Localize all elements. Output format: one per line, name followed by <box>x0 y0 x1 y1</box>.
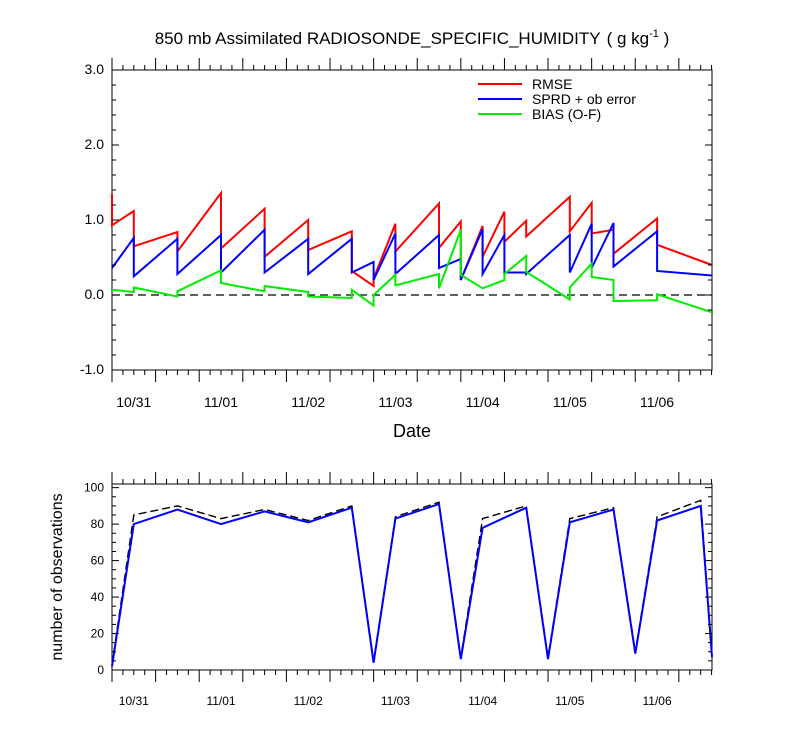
y-tick-label: 80 <box>91 517 105 531</box>
chart-title: 850 mb Assimilated RADIOSONDE_SPECIFIC_H… <box>155 28 670 48</box>
y-tick-label: 100 <box>84 481 104 495</box>
bottom-series-group <box>111 499 713 667</box>
x-tick-label: 11/02 <box>291 394 325 410</box>
top-ticks-group: -1.0 0.0 1.0 2.0 3.0 10/31 11/01 11/02 11/03 11/0… <box>80 58 713 410</box>
y-axis-label: number of observations <box>49 493 66 660</box>
y-tick-label: 20 <box>91 627 105 641</box>
series-line-bias-o-f <box>111 229 713 314</box>
x-tick-label: 11/05 <box>553 394 587 410</box>
legend-label-1: SPRD + ob error <box>532 91 636 107</box>
y-tick-label: 60 <box>91 554 105 568</box>
x-tick-label: 11/03 <box>381 694 410 708</box>
legend-label-0: RMSE <box>532 76 572 92</box>
top-series-group <box>111 189 713 314</box>
x-tick-label: 11/02 <box>294 694 323 708</box>
x-tick-label: 11/04 <box>468 694 497 708</box>
bottom-ticks-group: 0 20 40 60 80 100 10/31 11/01 11/02 11/03 11/04 11/… <box>84 472 713 708</box>
chart-title-text: 850 mb Assimilated RADIOSONDE_SPECIFIC_H… <box>155 29 601 48</box>
x-tick-label: 11/05 <box>555 694 584 708</box>
x-tick-label: 11/06 <box>642 694 671 708</box>
series-line-sprd-ob-error <box>111 222 713 281</box>
top-panel: -1.0 0.0 1.0 2.0 3.0 10/31 11/01 11/02 11/03 11/0… <box>80 58 713 441</box>
chart-title-units: ( g kg <box>607 29 650 48</box>
y-tick-label: 40 <box>91 590 105 604</box>
series-line-observations-used <box>111 502 713 667</box>
chart-title-units-close: ) <box>659 29 669 48</box>
y-tick-label: 2.0 <box>85 136 105 152</box>
bottom-panel: 0 20 40 60 80 100 10/31 11/01 11/02 11/03 11/04 11/… <box>49 472 713 708</box>
y-tick-label: 0.0 <box>85 286 105 302</box>
chart-title-units-superscript: -1 <box>649 28 659 40</box>
bottom-plot-frame <box>111 483 713 671</box>
y-tick-label: -1.0 <box>80 361 104 377</box>
y-tick-label: 1.0 <box>85 211 105 227</box>
series-line-observations-possible <box>111 499 713 665</box>
x-tick-label: 10/31 <box>116 394 151 410</box>
x-tick-label: 11/03 <box>378 394 412 410</box>
x-tick-label: 11/01 <box>206 694 235 708</box>
series-line-rmse <box>111 189 713 288</box>
x-tick-label: 11/04 <box>466 394 500 410</box>
legend-label-2: BIAS (O-F) <box>532 106 601 122</box>
x-tick-label: 10/31 <box>119 694 149 708</box>
y-tick-label: 0 <box>97 663 104 677</box>
x-axis-label: Date <box>393 421 431 441</box>
x-tick-label: 11/06 <box>640 394 674 410</box>
y-tick-label: 3.0 <box>85 61 105 77</box>
x-tick-label: 11/01 <box>204 394 238 410</box>
